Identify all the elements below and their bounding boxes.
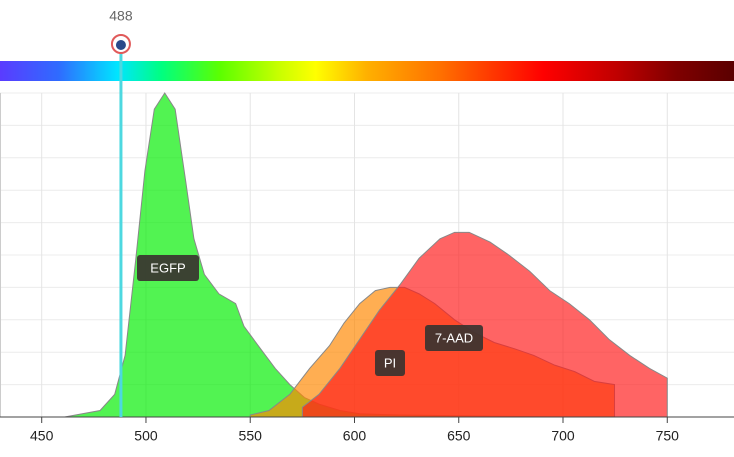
laser-label: 488 xyxy=(109,8,133,24)
x-tick-label: 750 xyxy=(656,428,680,444)
series-label-box xyxy=(425,325,483,351)
series-label: 7-AAD xyxy=(435,330,473,345)
x-tick-label: 650 xyxy=(447,428,471,444)
x-tick-label: 600 xyxy=(343,428,367,444)
series-label: PI xyxy=(384,355,396,370)
series-label-box xyxy=(137,255,199,281)
x-tick-label: 550 xyxy=(239,428,263,444)
x-tick-label: 450 xyxy=(30,428,54,444)
spectrum-bar xyxy=(0,61,734,81)
series-label-box xyxy=(375,350,405,376)
x-tick-label: 700 xyxy=(551,428,575,444)
x-tick-label: 500 xyxy=(134,428,158,444)
series-label: EGFP xyxy=(150,260,185,275)
laser-handle-face xyxy=(115,40,126,50)
